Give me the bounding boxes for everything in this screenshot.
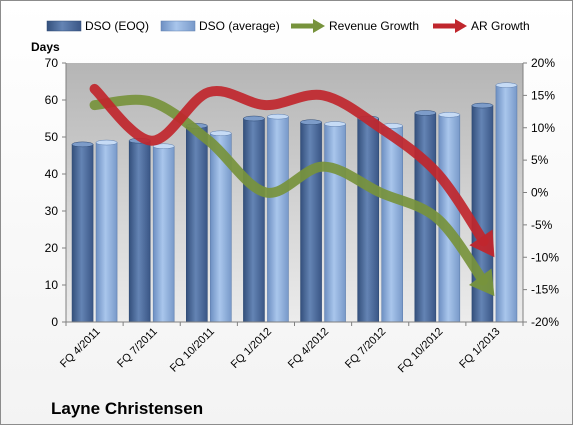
arrowhead-revenue-growth: [468, 268, 495, 297]
bar-cap-dso-eoq-6: [414, 110, 437, 116]
y-tick-label: 0: [51, 315, 58, 329]
legend-swatch-dso-eoq: [46, 20, 82, 32]
y2-tick-label: 20%: [531, 56, 555, 70]
bar-cap-dso-average-7: [495, 82, 518, 88]
x-tick-label: FQ 7/2011: [115, 326, 160, 371]
y2-tick-label: -20%: [531, 315, 559, 329]
line-revenue-growth: [89, 94, 489, 286]
bar-dso-average-3: [267, 116, 289, 323]
y-tick-label: 20: [45, 241, 59, 255]
x-tick-label: FQ 1/2012: [229, 326, 274, 371]
bar-cap-dso-eoq-3: [243, 115, 265, 122]
y2-tick-label: 0%: [531, 186, 549, 200]
bar-cap-dso-average-3: [267, 113, 289, 120]
y-tick-label: 60: [45, 93, 59, 107]
x-tick-label: FQ 10/2012: [396, 326, 446, 376]
company-name: Layne Christensen: [51, 399, 204, 418]
bar-cap-dso-average-4: [324, 121, 346, 127]
legend-item-dso-eoq: DSO (EOQ): [46, 19, 149, 33]
bar-dso-eoq-3: [243, 118, 265, 323]
x-tick-label: FQ 7/2012: [343, 326, 388, 371]
legend-swatch-dso-average: [160, 20, 196, 32]
legend-item-dso-average: DSO (average): [160, 19, 280, 33]
line-ar-growth: [89, 83, 489, 247]
y2-tick-label: -10%: [531, 250, 559, 264]
bars-layer: [71, 82, 518, 323]
lines-layer: [89, 83, 495, 297]
y-axis-title: Days: [31, 40, 60, 54]
bar-dso-average-0: [95, 142, 118, 323]
bar-dso-eoq-2: [186, 125, 208, 323]
y2-tick-label: 10%: [531, 121, 555, 135]
bar-dso-eoq-0: [71, 144, 94, 323]
bar-cap-dso-average-6: [438, 112, 461, 118]
bar-dso-average-7: [495, 84, 518, 323]
x-tick-label: FQ 10/2011: [168, 326, 217, 375]
legend-label-dso-eoq: DSO (EOQ): [85, 19, 149, 33]
arrowhead-ar-growth: [469, 229, 495, 258]
legend-item-revenue-growth: Revenue Growth: [291, 19, 419, 33]
y2-tick-label: 5%: [531, 153, 549, 167]
legend: DSO (EOQ) DSO (average) Revenue Growth A…: [46, 19, 530, 33]
legend-item-ar-growth: AR Growth: [433, 19, 530, 33]
y-tick-label: 40: [45, 167, 59, 181]
legend-label-revenue-growth: Revenue Growth: [329, 19, 419, 33]
bar-dso-eoq-1: [128, 140, 151, 323]
y-tick-label: 50: [45, 130, 59, 144]
bar-cap-dso-eoq-0: [71, 141, 94, 148]
y-tick-label: 10: [45, 278, 59, 292]
bar-dso-average-4: [324, 123, 346, 323]
y2-tick-label: 15%: [531, 88, 555, 102]
legend-arrow-ar-growth: [455, 19, 467, 33]
bar-cap-dso-eoq-4: [300, 119, 322, 125]
bar-cap-dso-eoq-7: [471, 102, 494, 109]
legend-label-ar-growth: AR Growth: [471, 19, 530, 33]
x-tick-label: FQ 4/2011: [58, 326, 103, 371]
x-tick-label: FQ 1/2013: [457, 326, 502, 371]
legend-label-dso-average: DSO (average): [199, 19, 280, 33]
x-tick-label: FQ 4/2012: [286, 326, 331, 371]
bar-cap-dso-average-2: [210, 130, 232, 137]
bar-cap-dso-average-1: [152, 143, 175, 149]
legend-arrow-revenue-growth: [313, 19, 325, 33]
bar-dso-average-1: [152, 145, 175, 323]
bar-dso-eoq-5: [357, 118, 379, 323]
bar-dso-average-5: [381, 125, 403, 323]
y-tick-label: 70: [45, 56, 59, 70]
bar-dso-eoq-4: [300, 121, 322, 323]
y2-tick-label: -5%: [531, 218, 553, 232]
y2-tick-label: -15%: [531, 283, 559, 297]
bar-cap-dso-average-0: [95, 139, 118, 146]
y-tick-label: 30: [45, 204, 59, 218]
